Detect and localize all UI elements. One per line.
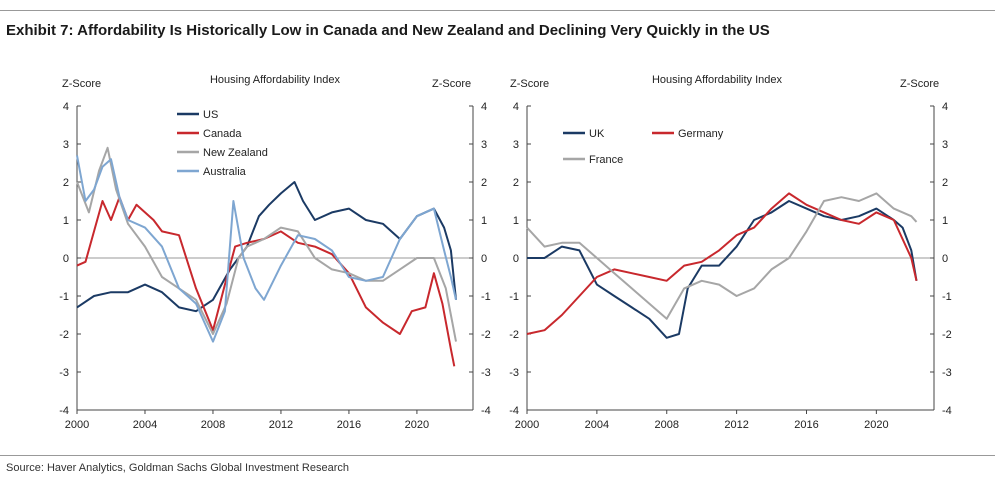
left-ylabel-right: Z-Score — [432, 78, 471, 90]
left-xtick-label: 2008 — [201, 419, 225, 431]
top-rule — [0, 10, 995, 11]
left-ytick-label-right: -2 — [481, 329, 491, 341]
left-ytick-label-left: 0 — [63, 253, 69, 265]
left-legend-label-canada: Canada — [203, 128, 242, 140]
left-ytick-label-left: -3 — [59, 367, 69, 379]
left-legend-label-us: US — [203, 109, 218, 121]
left-ylabel-left: Z-Score — [62, 78, 101, 90]
left-ytick-label-right: 1 — [481, 215, 487, 227]
left-series-new-zealand-line — [76, 146, 457, 342]
left-ytick-label-left: -1 — [59, 291, 69, 303]
left-ytick-label-left: 4 — [63, 101, 69, 113]
source-note: Source: Haver Analytics, Goldman Sachs G… — [6, 462, 349, 474]
left-ytick-label-right: 2 — [481, 177, 487, 189]
left-ytick-label-left: 3 — [63, 139, 69, 151]
left-xtick-label: 2004 — [133, 419, 157, 431]
left-ytick-label-left: 1 — [63, 215, 69, 227]
exhibit-title: Exhibit 7: Affordability Is Historically… — [6, 22, 770, 39]
left-series-us-line — [76, 181, 457, 313]
left-ytick-label-left: 2 — [63, 177, 69, 189]
left-xtick-label: 2000 — [65, 419, 89, 431]
left-ytick-label-left: -2 — [59, 329, 69, 341]
left-legend-label-new-zealand: New Zealand — [203, 147, 268, 159]
left-xtick-label: 2020 — [405, 419, 429, 431]
left-ytick-label-right: -3 — [481, 367, 491, 379]
left-ytick-label-left: -4 — [59, 405, 69, 417]
left-ytick-label-right: 3 — [481, 139, 487, 151]
left-ytick-label-right: 4 — [481, 101, 487, 113]
left-xtick-label: 2012 — [269, 419, 293, 431]
left-xtick-label: 2016 — [337, 419, 361, 431]
left-ytick-label-right: 0 — [481, 253, 487, 265]
left-legend-label-australia: Australia — [203, 166, 247, 178]
left-series-australia-line — [76, 155, 457, 343]
bottom-rule — [0, 455, 995, 456]
left-ytick-label-right: -1 — [481, 291, 491, 303]
left-chart-title: Housing Affordability Index — [210, 74, 341, 86]
left-ytick-label-right: -4 — [481, 405, 491, 417]
